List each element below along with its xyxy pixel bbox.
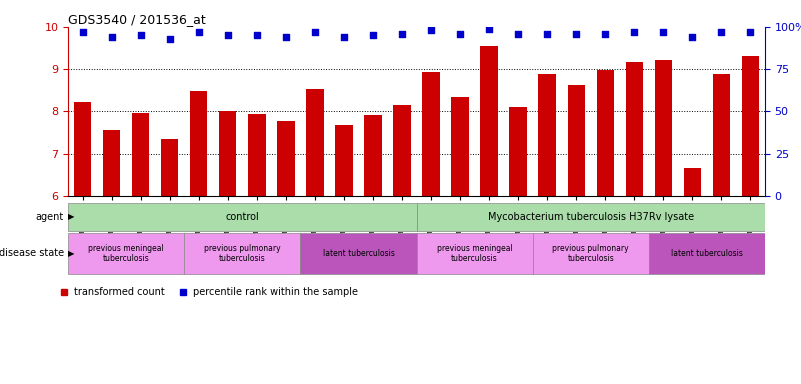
Text: control: control: [225, 212, 260, 222]
Text: Mycobacterium tuberculosis H37Rv lysate: Mycobacterium tuberculosis H37Rv lysate: [488, 212, 694, 222]
Point: [163, 36, 176, 42]
Point: [715, 29, 728, 35]
Bar: [649, 233, 765, 274]
Point: [76, 29, 89, 35]
Point: [425, 27, 437, 33]
Bar: [248, 114, 266, 196]
Bar: [538, 74, 556, 196]
Point: [599, 31, 612, 37]
Point: [192, 29, 205, 35]
Text: previous pulmonary
tuberculosis: previous pulmonary tuberculosis: [204, 244, 280, 263]
Text: ▶: ▶: [68, 249, 74, 258]
Bar: [567, 85, 585, 196]
Point: [396, 31, 409, 37]
Bar: [132, 114, 149, 196]
Bar: [335, 125, 352, 196]
Point: [541, 31, 553, 37]
Point: [512, 31, 525, 37]
Bar: [509, 107, 527, 196]
Bar: [533, 233, 649, 274]
Point: [367, 32, 380, 38]
Bar: [393, 105, 411, 196]
Text: GDS3540 / 201536_at: GDS3540 / 201536_at: [68, 13, 206, 26]
Bar: [364, 115, 381, 196]
Point: [628, 29, 641, 35]
Bar: [742, 56, 759, 196]
Text: latent tuberculosis: latent tuberculosis: [323, 249, 394, 258]
Point: [105, 34, 118, 40]
Bar: [68, 203, 417, 231]
Point: [453, 31, 466, 37]
Legend: transformed count, percentile rank within the sample: transformed count, percentile rank withi…: [57, 283, 362, 301]
Point: [280, 34, 292, 40]
Bar: [184, 233, 300, 274]
Bar: [654, 60, 672, 196]
Bar: [626, 62, 643, 196]
Point: [483, 25, 496, 31]
Text: ▶: ▶: [68, 212, 74, 222]
Bar: [451, 98, 469, 196]
Text: agent: agent: [36, 212, 64, 222]
Point: [744, 29, 757, 35]
Bar: [683, 168, 701, 196]
Bar: [306, 89, 324, 196]
Bar: [103, 131, 120, 196]
Point: [657, 29, 670, 35]
Text: disease state: disease state: [0, 248, 64, 258]
Bar: [481, 46, 497, 196]
Point: [221, 32, 234, 38]
Bar: [277, 121, 295, 196]
Text: latent tuberculosis: latent tuberculosis: [671, 249, 743, 258]
Bar: [161, 139, 179, 196]
Bar: [74, 102, 91, 196]
Bar: [713, 74, 731, 196]
Point: [308, 29, 321, 35]
Bar: [68, 233, 184, 274]
Point: [251, 32, 264, 38]
Bar: [417, 203, 765, 231]
Text: previous meningeal
tuberculosis: previous meningeal tuberculosis: [88, 244, 164, 263]
Point: [570, 31, 582, 37]
Bar: [219, 111, 236, 196]
Bar: [417, 233, 533, 274]
Point: [135, 32, 147, 38]
Bar: [190, 91, 207, 196]
Point: [337, 34, 350, 40]
Point: [686, 34, 698, 40]
Bar: [300, 233, 417, 274]
Bar: [597, 70, 614, 196]
Text: previous pulmonary
tuberculosis: previous pulmonary tuberculosis: [553, 244, 629, 263]
Text: previous meningeal
tuberculosis: previous meningeal tuberculosis: [437, 244, 513, 263]
Bar: [422, 72, 440, 196]
